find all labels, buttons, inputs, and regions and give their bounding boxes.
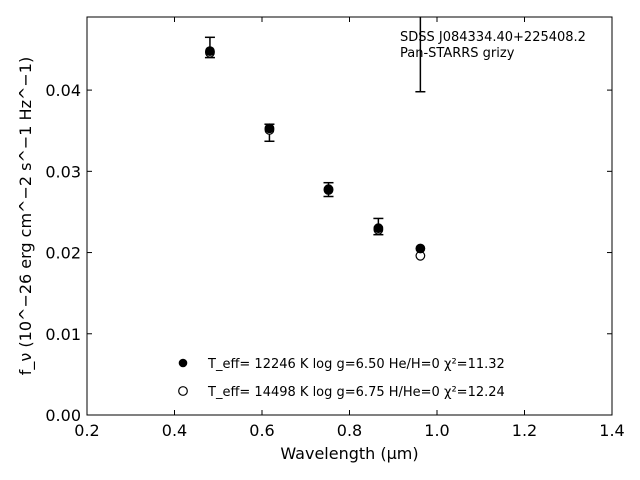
x-tick-label: 1.0 [424, 421, 449, 440]
legend-label-1: T_eff= 12246 K log g=6.50 He/H=0 χ²=11.3… [207, 357, 505, 372]
y-tick-label: 0.03 [45, 162, 81, 181]
y-axis-ticks: 0.00 0.01 0.02 0.03 0.04 [45, 81, 612, 425]
annotation-object-name: SDSS J084334.40+225408.2 [400, 30, 586, 45]
data-point-filled [373, 223, 384, 234]
legend-label-2: T_eff= 14498 K log g=6.75 H/He=0 χ²=12.2… [207, 385, 505, 400]
y-tick-label: 0.01 [45, 325, 81, 344]
y-tick-label: 0.02 [45, 244, 81, 263]
x-tick-label: 1.2 [512, 421, 537, 440]
data-point-filled [205, 46, 215, 57]
x-tick-label: 0.6 [249, 421, 274, 440]
data-point-filled [415, 243, 426, 254]
y-tick-label: 0.00 [45, 406, 81, 425]
y-axis-label: f_ν (10^−26 erg cm^−2 s^−1 Hz^−1) [16, 57, 36, 375]
x-axis-ticks: 0.2 0.4 0.6 0.8 1.0 1.2 1.4 [74, 17, 625, 440]
legend-marker-filled [178, 358, 188, 368]
y-tick-label: 0.04 [45, 81, 81, 100]
x-tick-label: 0.8 [337, 421, 362, 440]
plot-area [86, 16, 613, 416]
data-points [205, 46, 426, 261]
x-axis-label: Wavelength (μm) [280, 444, 418, 463]
data-point-filled [323, 184, 334, 195]
legend-marker-open [178, 386, 188, 396]
x-tick-label: 0.4 [162, 421, 187, 440]
x-tick-label: 1.4 [599, 421, 624, 440]
legend: T_eff= 12246 K log g=6.50 He/H=0 χ²=11.3… [178, 357, 505, 400]
data-point-filled [264, 123, 275, 134]
x-tick-label: 0.2 [74, 421, 99, 440]
annotation-survey: Pan-STARRS grizy [400, 46, 515, 61]
